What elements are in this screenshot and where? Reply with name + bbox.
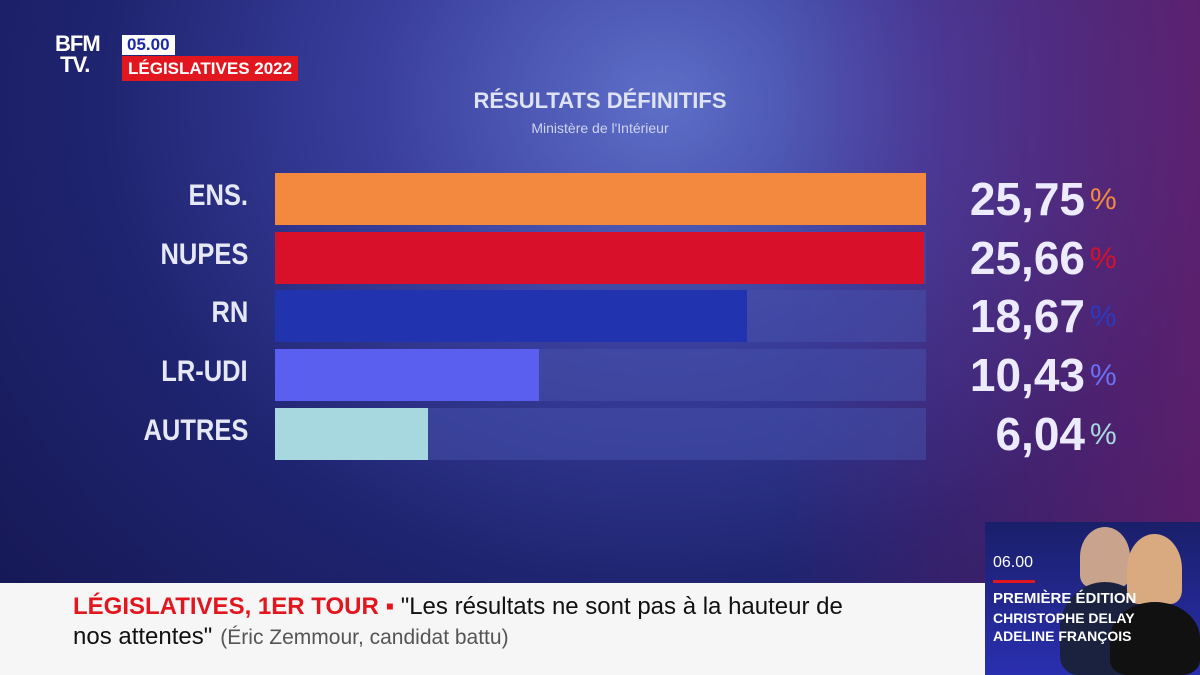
result-bar [275,173,926,225]
chart-title: RÉSULTATS DÉFINITIFS [473,88,727,113]
bfmtv-logo: BFM TV. [55,31,101,77]
party-label: ENS. [188,179,248,212]
promo-time: 06.00 [993,554,1034,571]
host-photo-1 [1080,527,1130,587]
result-row: LR-UDI 10,43 % [0,349,1200,401]
ticker-attribution: (Éric Zemmour, candidat battu) [220,626,509,649]
party-label: NUPES [160,238,248,271]
ticker-quote-1: "Les résultats ne sont pas à la hauteur … [400,593,843,620]
ticker-tag: LÉGISLATIVES, 1ER TOUR [73,593,379,620]
percent-sign: % [1090,359,1117,392]
percent-sign: % [1090,183,1117,216]
party-label: RN [211,296,248,329]
result-row: ENS. 25,75 % [0,173,1200,225]
result-bar [275,290,747,342]
bar-track [275,349,926,401]
promo-host-2: ADELINE FRANÇOIS [993,628,1132,644]
percent-sign: % [1090,418,1117,451]
host-photo-2 [1127,534,1182,604]
result-row: NUPES 25,66 % [0,232,1200,284]
show-promo: 06.00 PREMIÈRE ÉDITION CHRISTOPHE DELAY … [985,522,1200,675]
result-row: AUTRES 6,04 % [0,408,1200,460]
program-badge: LÉGISLATIVES 2022 [122,56,299,81]
ticker-quote-2: nos attentes" [73,623,213,650]
news-ticker: LÉGISLATIVES, 1ER TOUR ▪ "Les résultats … [0,583,985,675]
result-value: 18,67 [969,290,1085,342]
clock: 05.00 [122,35,175,55]
ticker-bullet: ▪ [385,593,395,620]
promo-divider [993,580,1035,583]
bar-track [275,290,926,342]
result-value: 25,75 [969,173,1085,225]
result-bar [275,349,539,401]
party-label: AUTRES [143,414,248,447]
bar-track [275,408,926,460]
result-value: 6,04 [995,408,1085,460]
bar-track [275,173,926,225]
percent-sign: % [1090,300,1117,333]
host-suit-2 [1110,602,1200,675]
result-value: 10,43 [969,349,1085,401]
result-bar [275,232,924,284]
result-bar [275,408,428,460]
party-label: LR-UDI [161,355,248,388]
bar-track [275,232,926,284]
promo-show: PREMIÈRE ÉDITION [993,590,1137,607]
promo-host-1: CHRISTOPHE DELAY [993,610,1135,626]
result-value: 25,66 [969,232,1085,284]
chart-source: Ministère de l'Intérieur [531,120,669,136]
percent-sign: % [1090,242,1117,275]
result-row: RN 18,67 % [0,290,1200,342]
